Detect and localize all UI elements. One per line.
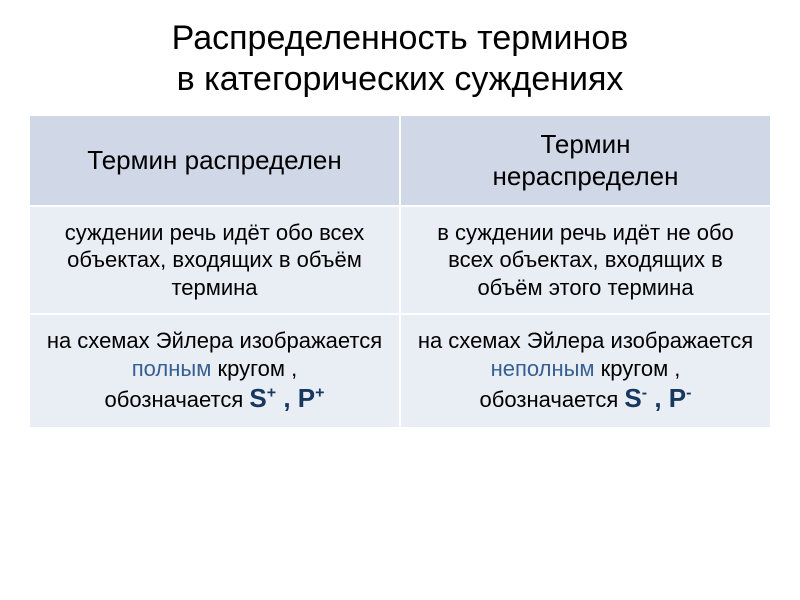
- sym-s: S: [624, 383, 641, 413]
- header-left-text: Термин распределен: [87, 145, 341, 175]
- table-row: суждении речь идёт обо всех объектах, вх…: [29, 206, 771, 315]
- row2-left-suffix: кругом ,: [211, 356, 297, 381]
- header-right: Термин нераспределен: [400, 115, 771, 206]
- header-left: Термин распределен: [29, 115, 400, 206]
- title-line1: Распределенность терминов: [172, 19, 629, 57]
- table-header-row: Термин распределен Термин нераспределен: [29, 115, 771, 206]
- row2-right-prefix: на схемах Эйлера изображается: [418, 328, 753, 353]
- row2-left-accent: полным: [132, 356, 212, 381]
- row1-left: суждении речь идёт обо всех объектах, вх…: [29, 206, 400, 315]
- row2-right-label: обозначается: [480, 387, 625, 412]
- row2-left-symbols: S+ , P+: [249, 383, 324, 413]
- row2-right-suffix: кругом ,: [595, 356, 681, 381]
- slide-title: Распределенность терминов в категорическ…: [28, 18, 772, 100]
- terms-table: Термин распределен Термин нераспределен …: [28, 114, 772, 429]
- table-row: на схемах Эйлера изображается полным кру…: [29, 314, 771, 428]
- sym-p: P: [298, 383, 315, 413]
- row2-right-accent: неполным: [491, 356, 595, 381]
- sym-s: S: [249, 383, 266, 413]
- row2-left: на схемах Эйлера изображается полным кру…: [29, 314, 400, 428]
- slide: Распределенность терминов в категорическ…: [0, 0, 800, 600]
- header-right-line2: нераспределен: [493, 161, 679, 191]
- row2-right: на схемах Эйлера изображается неполным к…: [400, 314, 771, 428]
- row2-left-label: обозначается: [105, 387, 250, 412]
- sup-plus: +: [315, 384, 324, 401]
- row2-right-symbols: S- , P-: [624, 383, 691, 413]
- sym-sep: ,: [276, 383, 298, 413]
- sym-p: P: [669, 383, 686, 413]
- row1-right: в суждении речь идёт не обо всех объекта…: [400, 206, 771, 315]
- sup-plus: +: [267, 384, 276, 401]
- sym-sep: ,: [647, 383, 669, 413]
- sup-minus: -: [686, 384, 691, 401]
- header-right-line1: Термин: [540, 129, 630, 159]
- title-line2: в категорических суждениях: [177, 60, 624, 98]
- row2-left-prefix: на схемах Эйлера изображается: [47, 328, 382, 353]
